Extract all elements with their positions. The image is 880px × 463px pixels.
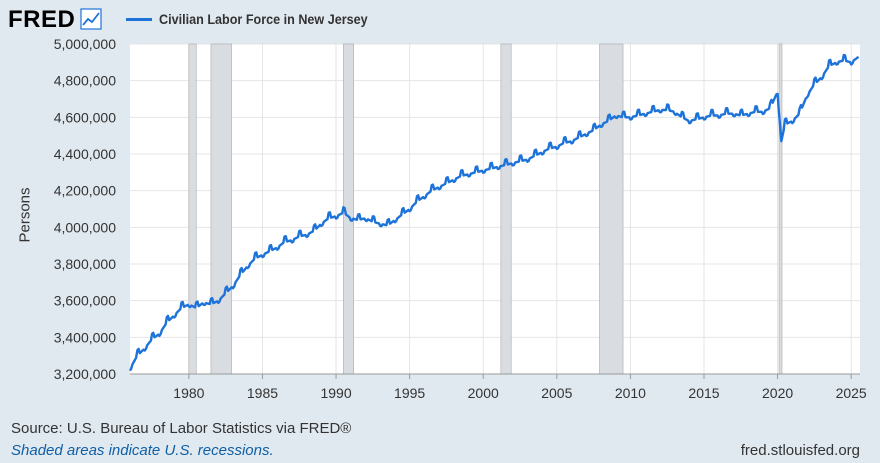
y-tick-label: 4,400,000 [54, 146, 116, 162]
y-tick-label: 4,200,000 [54, 183, 116, 199]
recession-shade [500, 43, 512, 375]
fred-header: FRED [8, 4, 102, 36]
x-tick-label: 2020 [762, 385, 793, 401]
x-tick-label: 2000 [468, 385, 499, 401]
series-line-labor-force[interactable] [128, 53, 860, 372]
recession-shade [599, 43, 624, 375]
recession-note: Shaded areas indicate U.S. recessions. [11, 442, 274, 459]
y-tick-label: 3,600,000 [54, 293, 116, 309]
chart-legend: Civilian Labor Force in New Jersey [126, 11, 391, 27]
recession-shade [210, 43, 232, 375]
x-tick-label: 1990 [320, 385, 351, 401]
x-tick-label: 2015 [688, 385, 719, 401]
trend-graph-icon [80, 7, 102, 35]
x-tick-label: 1980 [173, 385, 204, 401]
legend-line-swatch [126, 17, 152, 21]
legend-label[interactable]: Civilian Labor Force in New Jersey [159, 11, 368, 27]
recession-shade [188, 43, 197, 375]
x-tick-label: 2025 [836, 385, 867, 401]
y-tick-label: 3,200,000 [54, 366, 116, 382]
x-tick-label: 1985 [247, 385, 278, 401]
y-tick-label: 4,800,000 [54, 73, 116, 89]
plot-area [130, 44, 860, 374]
fred-url-link[interactable]: fred.stlouisfed.org [740, 442, 860, 459]
source-text: Source: U.S. Bureau of Labor Statistics … [11, 420, 352, 437]
y-tick-label: 4,000,000 [54, 219, 116, 235]
y-tick-label: 4,600,000 [54, 109, 116, 125]
fred-logo[interactable]: FRED [8, 6, 76, 33]
y-tick-label: 3,400,000 [54, 329, 116, 345]
x-tick-label: 2010 [615, 385, 646, 401]
recession-shade [778, 43, 783, 375]
x-tick-label: 1995 [394, 385, 425, 401]
x-tick-label: 2005 [541, 385, 572, 401]
y-tick-label: 3,800,000 [54, 256, 116, 272]
y-tick-label: 5,000,000 [54, 36, 116, 52]
